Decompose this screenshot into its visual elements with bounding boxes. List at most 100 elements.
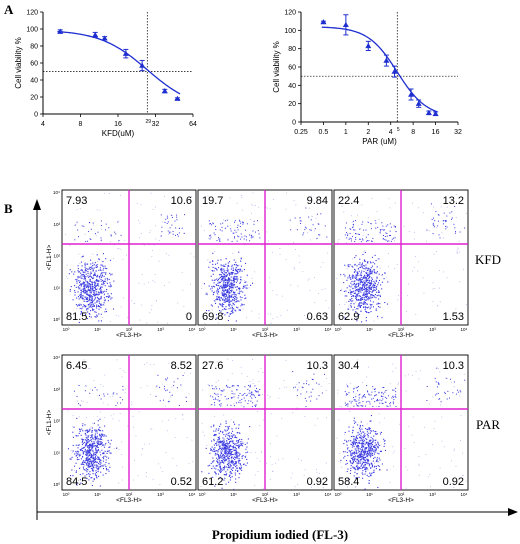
event-dot — [361, 442, 363, 444]
noise-dot — [266, 231, 268, 233]
noise-dot — [311, 215, 313, 217]
event-dot — [84, 266, 86, 268]
noise-dot — [322, 261, 324, 263]
noise-dot — [412, 202, 413, 204]
event-dot — [457, 389, 459, 391]
noise-dot — [257, 471, 259, 472]
event-dot — [90, 457, 92, 459]
event-dot — [227, 300, 229, 302]
event-dot — [375, 439, 377, 441]
event-dot — [376, 266, 378, 268]
event-dot — [366, 287, 368, 289]
event-dot — [364, 282, 366, 284]
event-dot — [231, 306, 233, 309]
event-dot — [358, 305, 360, 307]
event-dot — [91, 304, 93, 306]
noise-dot — [121, 376, 123, 378]
event-dot — [347, 233, 349, 235]
event-dot — [220, 461, 222, 463]
event-dot — [344, 234, 346, 236]
event-dot — [94, 439, 96, 441]
event-dot — [80, 292, 82, 294]
event-dot — [368, 480, 370, 482]
event-dot — [87, 461, 89, 463]
event-dot — [363, 259, 366, 261]
event-dot — [236, 451, 238, 454]
event-dot — [224, 278, 226, 280]
quadrant-lower-right-value: 0 — [186, 311, 192, 323]
event-dot — [236, 432, 238, 434]
event-dot — [85, 305, 87, 307]
event-dot — [244, 400, 246, 402]
event-dot — [358, 456, 361, 458]
event-dot — [445, 219, 447, 221]
event-dot — [86, 297, 89, 299]
event-dot — [96, 254, 98, 256]
event-dot — [368, 280, 370, 282]
event-dot — [99, 485, 101, 487]
event-dot — [84, 441, 86, 443]
event-dot — [77, 403, 79, 405]
x-tick-label: 10⁰ — [199, 327, 206, 332]
event-dot — [221, 448, 223, 451]
event-dot — [434, 220, 436, 222]
event-dot — [214, 286, 216, 288]
event-dot — [226, 219, 228, 221]
event-dot — [453, 381, 455, 383]
event-dot — [224, 277, 226, 279]
event-dot — [355, 311, 357, 313]
event-dot — [85, 301, 87, 303]
event-dot — [226, 291, 228, 293]
noise-dot — [379, 422, 381, 424]
event-dot — [226, 445, 228, 447]
event-dot — [221, 292, 223, 295]
event-dot — [361, 297, 363, 299]
event-dot — [99, 459, 101, 461]
event-dot — [99, 277, 101, 279]
event-dot — [258, 394, 260, 396]
event-dot — [97, 458, 99, 460]
event-dot — [365, 469, 367, 471]
event-dot — [230, 452, 232, 454]
event-dot — [84, 296, 86, 298]
noise-dot — [156, 300, 157, 302]
y-tick-label: 10¹ — [53, 450, 60, 455]
noise-dot — [439, 467, 441, 469]
event-dot — [108, 446, 110, 449]
event-dot — [362, 467, 364, 469]
event-dot — [356, 473, 358, 475]
event-dot — [232, 291, 235, 293]
event-dot — [219, 462, 221, 464]
event-dot — [109, 272, 111, 274]
quadrant-upper-left-value: 7.93 — [66, 195, 87, 207]
event-dot — [246, 284, 248, 286]
event-dot — [360, 298, 362, 300]
event-dot — [90, 455, 93, 458]
event-dot — [362, 281, 364, 283]
event-dot — [240, 238, 242, 240]
event-dot — [364, 275, 366, 277]
event-dot — [240, 299, 242, 301]
event-dot — [238, 462, 240, 464]
event-dot — [375, 227, 377, 229]
event-dot — [353, 224, 355, 226]
noise-dot — [184, 372, 185, 374]
event-dot — [201, 471, 203, 473]
event-dot — [237, 385, 239, 387]
event-dot — [370, 473, 372, 475]
event-dot — [75, 278, 77, 281]
event-dot — [290, 229, 292, 231]
event-dot — [233, 449, 235, 452]
event-dot — [309, 229, 311, 231]
event-dot — [351, 298, 353, 300]
event-dot — [83, 461, 85, 463]
event-dot — [93, 275, 95, 277]
event-dot — [364, 288, 367, 290]
event-dot — [362, 295, 364, 297]
event-dot — [217, 451, 219, 453]
event-dot — [91, 463, 94, 465]
event-dot — [350, 452, 352, 454]
event-dot — [79, 284, 81, 286]
event-dot — [223, 296, 225, 298]
noise-dot — [254, 484, 256, 486]
